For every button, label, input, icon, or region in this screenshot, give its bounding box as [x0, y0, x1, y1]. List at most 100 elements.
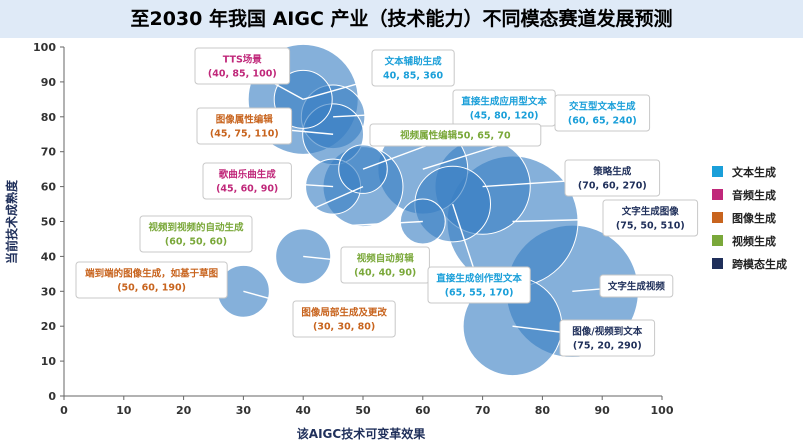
x-tick-label: 0: [60, 404, 68, 417]
callout-name: 图像局部生成及更改: [301, 307, 387, 319]
x-tick-label: 10: [116, 404, 132, 417]
callout: 图像/视频到文本 (75, 20, 290): [559, 319, 656, 357]
callout-name: 歌曲乐曲生成: [219, 169, 277, 181]
callout: 视频自动剪辑 (40, 40, 90): [340, 246, 430, 284]
callout-name: 直接生成应用型文本: [461, 96, 547, 108]
x-tick-label: 80: [535, 404, 551, 417]
callout-value: (70, 60, 270): [578, 181, 647, 192]
callout-value: (75, 50, 510): [616, 221, 685, 232]
y-axis-label: 当前技术成熟度: [4, 179, 19, 264]
y-tick-label: 50: [41, 216, 57, 229]
callout-value: (40, 40, 90): [354, 268, 416, 279]
y-tick-label: 0: [48, 390, 56, 403]
callout-box: [559, 319, 656, 357]
callout-name: 视频到视频的自动生成: [148, 222, 244, 234]
callout-name: TTS场景: [223, 54, 263, 66]
callout: 歌曲乐曲生成 (45, 60, 90): [202, 162, 292, 200]
x-tick-label: 100: [651, 404, 674, 417]
callout-name: 图像属性编辑: [216, 114, 274, 126]
y-tick-label: 80: [41, 111, 57, 124]
y-tick-label: 10: [41, 355, 57, 368]
y-tick-label: 40: [41, 250, 57, 263]
x-tick-label: 50: [355, 404, 371, 417]
callout: 交互型文本生成 (60, 65, 240): [554, 94, 651, 132]
legend-label: 音频生成: [732, 188, 776, 202]
callout-box: [340, 246, 430, 284]
callout-name: 视频自动剪辑: [357, 253, 415, 265]
y-tick-label: 30: [41, 285, 57, 298]
callout: 文字生成图像 (75, 50, 510): [602, 199, 699, 237]
x-tick-label: 20: [176, 404, 192, 417]
callout-name: 图像/视频到文本: [572, 326, 642, 338]
axes: 0 10 20 30 40 50 60 70 80 90 100 0 10 20 30 40 50 60 70 80 9…: [33, 41, 674, 417]
legend-item: 跨模态生成: [712, 252, 802, 275]
legend-swatch: [712, 258, 723, 269]
legend-label: 文本生成: [732, 165, 776, 179]
callout-name: 端到端的图像生成，如基于草图: [85, 268, 218, 280]
legend-swatch: [712, 189, 723, 200]
legend-swatch: [712, 166, 723, 177]
callout-box: [427, 266, 531, 304]
callout-value: (60, 65, 240): [568, 116, 637, 127]
callout-box: [196, 107, 293, 145]
legend-item: 音频生成: [712, 183, 802, 206]
x-tick-label: 90: [595, 404, 611, 417]
callout-value: (50, 60, 190): [117, 283, 186, 294]
y-tick-label: 20: [41, 320, 57, 333]
callout-value: (45, 80, 120): [470, 111, 539, 122]
callout-box: [369, 123, 542, 147]
callout-value: (40, 85, 100): [208, 69, 277, 80]
y-tick-label: 90: [41, 76, 57, 89]
callout: 视频属性编辑50, 65, 70: [369, 123, 542, 147]
callout: 策略生成 (70, 60, 270): [564, 159, 661, 197]
callout: 文字生成视频: [599, 274, 674, 298]
x-tick-label: 30: [236, 404, 252, 417]
callout: 直接生成创作型文本 (65, 55, 170): [427, 266, 531, 304]
callout-box: [202, 162, 292, 200]
callout-value: (45, 60, 90): [216, 184, 278, 195]
x-tick-label: 60: [415, 404, 431, 417]
callout: TTS场景 (40, 85, 100): [194, 47, 291, 85]
callouts: TTS场景 (40, 85, 100) 文本辅助生成 40, 85, 360 图像属性编…: [75, 47, 699, 357]
callout: 直接生成应用型文本 (45, 80, 120): [452, 89, 556, 127]
callout-name: 文字生成图像: [621, 206, 680, 218]
callout-name: 交互型文本生成: [569, 101, 636, 113]
callout: 端到端的图像生成，如基于草图 (50, 60, 190): [75, 261, 228, 299]
callout-box: [292, 300, 396, 338]
callout-value: (60, 50, 60): [165, 237, 227, 248]
callout-value: (30, 30, 80): [313, 322, 375, 333]
title-bar: [0, 0, 803, 38]
x-axis-label: 该AIGC技术可变革效果: [297, 426, 425, 441]
chart-title: 至2030 年我国 AIGC 产业（技术能力）不同模态赛道发展预测: [130, 8, 673, 30]
callout-value: (75, 20, 290): [573, 341, 642, 352]
callout: 图像属性编辑 (45, 75, 110): [196, 107, 293, 145]
callout-box: [139, 215, 253, 253]
x-tick-label: 40: [296, 404, 312, 417]
callout-name: 文本辅助生成: [384, 56, 443, 68]
callout-box: [599, 274, 674, 298]
callout: 视频到视频的自动生成 (60, 50, 60): [139, 215, 253, 253]
callout-value: 40, 85, 360: [383, 71, 443, 82]
legend-label: 图像生成: [732, 211, 776, 225]
callout-box: [602, 199, 699, 237]
callout-name: 文字生成视频: [607, 281, 666, 293]
legend-item: 文本生成: [712, 160, 802, 183]
x-tick-label: 70: [475, 404, 491, 417]
callout: 图像局部生成及更改 (30, 30, 80): [292, 300, 396, 338]
legend-label: 视频生成: [732, 234, 776, 248]
y-tick-label: 60: [41, 181, 57, 194]
callout-name: 策略生成: [592, 166, 632, 178]
callout-box: [75, 261, 228, 299]
legend-swatch: [712, 235, 723, 246]
legend-label: 跨模态生成: [732, 257, 787, 271]
callout-name: 直接生成创作型文本: [436, 273, 522, 285]
legend-item: 图像生成: [712, 206, 802, 229]
y-tick-label: 70: [41, 146, 57, 159]
legend-swatch: [712, 212, 723, 223]
legend: 文本生成音频生成图像生成视频生成跨模态生成: [712, 160, 802, 275]
callout-box: [564, 159, 661, 197]
callout-value: (45, 75, 110): [210, 129, 279, 140]
legend-item: 视频生成: [712, 229, 802, 252]
callout-box: [371, 49, 455, 87]
